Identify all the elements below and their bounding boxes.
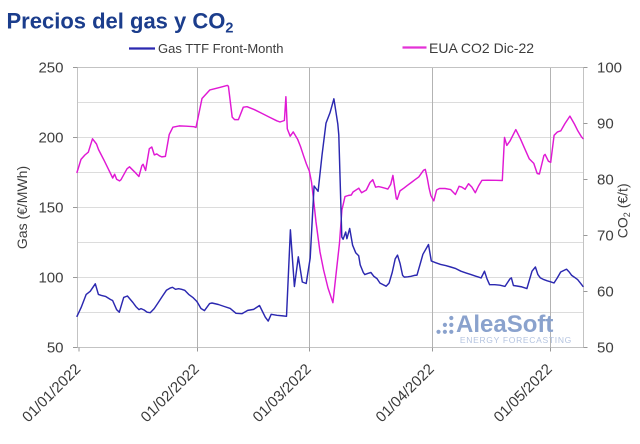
svg-text:100: 100	[597, 60, 622, 77]
svg-text:CO2 (€/t): CO2 (€/t)	[615, 183, 633, 238]
svg-text:50: 50	[47, 340, 64, 357]
svg-text:250: 250	[38, 60, 63, 77]
svg-text:Precios del gas y CO2: Precios del gas y CO2	[7, 9, 234, 37]
svg-text:200: 200	[38, 130, 63, 147]
svg-text:AleaSoft: AleaSoft	[456, 311, 553, 338]
svg-text:ENERGY FORECASTING: ENERGY FORECASTING	[460, 335, 572, 345]
svg-text:80: 80	[597, 172, 614, 189]
svg-text:70: 70	[597, 228, 614, 245]
svg-text:150: 150	[38, 200, 63, 217]
svg-text:EUA CO2 Dic-22: EUA CO2 Dic-22	[429, 40, 534, 56]
svg-text:Gas (€/MWh): Gas (€/MWh)	[14, 166, 30, 249]
svg-text:100: 100	[38, 270, 63, 287]
svg-text:Gas TTF Front-Month: Gas TTF Front-Month	[158, 41, 283, 56]
svg-text:50: 50	[597, 340, 614, 357]
svg-text:60: 60	[597, 284, 614, 301]
svg-text:90: 90	[597, 116, 614, 133]
